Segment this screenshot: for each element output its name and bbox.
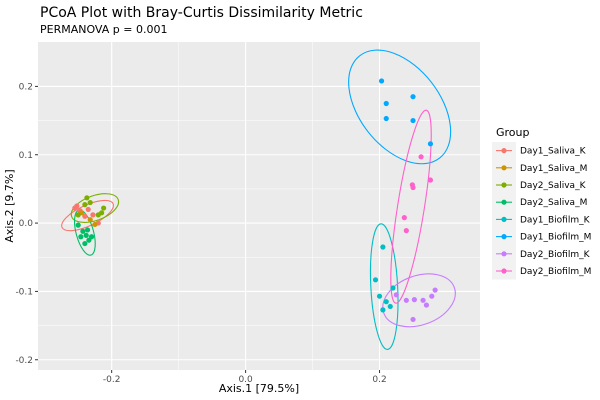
x-tick-label: 0.2 <box>372 375 386 385</box>
y-tick-label: 0.0 <box>19 219 34 229</box>
y-tick-label: -0.2 <box>15 356 33 366</box>
legend-item: Day2_Saliva_M <box>496 198 587 208</box>
legend-item: Day1_Saliva_M <box>496 164 587 174</box>
point-day2-saliva-k <box>95 212 101 218</box>
legend-item: Day1_Biofilm_K <box>496 215 591 225</box>
point-day1-saliva-m <box>87 217 93 223</box>
legend-label: Day2_Biofilm_K <box>520 250 591 260</box>
legend-title: Group <box>496 126 530 139</box>
y-tick-label: 0.2 <box>19 82 33 92</box>
point-day2-biofilm-k <box>429 293 435 299</box>
legend-label: Day1_Biofilm_M <box>520 233 591 243</box>
grid-major <box>38 42 480 370</box>
point-day2-saliva-m <box>80 228 86 234</box>
point-day2-biofilm-m <box>410 184 416 191</box>
legend-item: Day2_Saliva_K <box>496 181 587 191</box>
x-axis-ticks: -0.2 0.0 0.2 <box>103 370 387 385</box>
legend-key-point <box>501 234 507 240</box>
y-tick-label: -0.1 <box>15 287 33 297</box>
point-day1-biofilm-m <box>383 115 389 122</box>
point-day1-biofilm-m <box>410 94 416 100</box>
point-day1-saliva-k <box>85 206 91 213</box>
point-day1-saliva-m <box>92 221 98 228</box>
legend-key-background <box>492 142 516 280</box>
point-day1-biofilm-k <box>390 285 396 291</box>
point-day2-biofilm-k <box>432 287 438 293</box>
ellipse-day2-biofilm-m <box>390 109 432 304</box>
ellipse-day2-saliva-k <box>70 193 120 223</box>
point-day1-biofilm-m <box>427 141 434 147</box>
point-day1-biofilm-k <box>376 293 383 299</box>
point-day2-saliva-m <box>88 234 95 240</box>
point-day2-biofilm-m <box>403 228 409 234</box>
point-day2-saliva-k <box>87 199 93 206</box>
point-day1-saliva-k <box>82 213 88 219</box>
point-day2-saliva-k <box>101 205 107 211</box>
legend-item: Day2_Biofilm_M <box>496 267 591 277</box>
point-day1-biofilm-k <box>383 299 389 305</box>
point-day2-biofilm-k <box>410 316 416 323</box>
legend-label: Day2_Saliva_M <box>520 198 587 208</box>
point-day1-biofilm-m <box>383 100 389 107</box>
point-day2-biofilm-k <box>411 297 417 303</box>
y-axis-ticks: -0.2 -0.1 0.0 0.1 0.2 <box>15 82 38 366</box>
legend-label: Day1_Saliva_K <box>520 147 587 157</box>
legend-label: Day2_Saliva_K <box>520 181 587 191</box>
point-day2-saliva-m <box>82 240 88 247</box>
legend-label: Day1_Biofilm_K <box>520 215 591 225</box>
point-day2-saliva-k <box>75 212 81 218</box>
point-day1-biofilm-k <box>380 307 386 313</box>
legend-key-point <box>501 148 507 154</box>
point-day2-saliva-m <box>75 222 81 228</box>
point-day2-biofilm-m <box>427 177 434 183</box>
ellipse-layer <box>61 49 456 350</box>
ellipse-day2-biofilm-k <box>382 273 456 328</box>
point-day2-biofilm-m <box>401 215 407 221</box>
point-layer <box>72 78 438 323</box>
ellipse-day1-biofilm-k <box>369 223 399 350</box>
point-day2-saliva-k <box>82 202 88 208</box>
legend-key-point <box>501 199 507 205</box>
legend-label: Day2_Biofilm_M <box>520 267 591 277</box>
point-day2-saliva-m <box>78 234 84 240</box>
point-day1-biofilm-m <box>410 117 416 124</box>
point-day1-saliva-k <box>90 212 96 218</box>
legend-key-point <box>501 251 507 257</box>
legend-key-point <box>501 216 507 222</box>
point-day1-biofilm-m <box>378 78 385 84</box>
legend-item: Day1_Saliva_K <box>496 147 587 157</box>
point-day2-saliva-m <box>84 227 91 233</box>
legend: Day1_Saliva_K Day1_Saliva_M Day2_Saliva_K D… <box>492 142 591 280</box>
point-day1-saliva-k <box>72 205 78 211</box>
point-day2-biofilm-k <box>420 297 426 303</box>
legend-key-point <box>501 182 507 188</box>
legend-label: Day1_Saliva_M <box>520 164 587 174</box>
point-day1-biofilm-k <box>387 303 393 310</box>
chart-subtitle: PERMANOVA p = 0.001 <box>40 23 167 36</box>
legend-key-point <box>501 165 507 171</box>
point-day2-biofilm-k <box>393 292 399 298</box>
legend-item: Day1_Biofilm_M <box>496 233 591 243</box>
x-tick-label: 0.0 <box>238 375 253 385</box>
point-day2-saliva-m <box>83 232 89 238</box>
point-day2-saliva-k <box>84 195 90 201</box>
point-day2-biofilm-k <box>403 297 409 303</box>
point-day1-biofilm-k <box>380 244 386 250</box>
legend-key-point <box>501 268 507 274</box>
point-day1-biofilm-k <box>372 277 379 283</box>
x-tick-label: -0.2 <box>103 375 121 385</box>
chart-title: PCoA Plot with Bray-Curtis Dissimilarity… <box>40 5 363 21</box>
x-axis-title: Axis.1 [79.5%] <box>219 382 299 395</box>
point-day2-biofilm-k <box>423 302 430 308</box>
point-day2-biofilm-m <box>418 154 424 160</box>
y-tick-label: 0.1 <box>19 151 33 161</box>
legend-item: Day2_Biofilm_K <box>496 250 591 260</box>
ellipse-day1-biofilm-m <box>348 49 452 165</box>
y-axis-title: Axis.2 [9.7%] <box>3 169 16 242</box>
